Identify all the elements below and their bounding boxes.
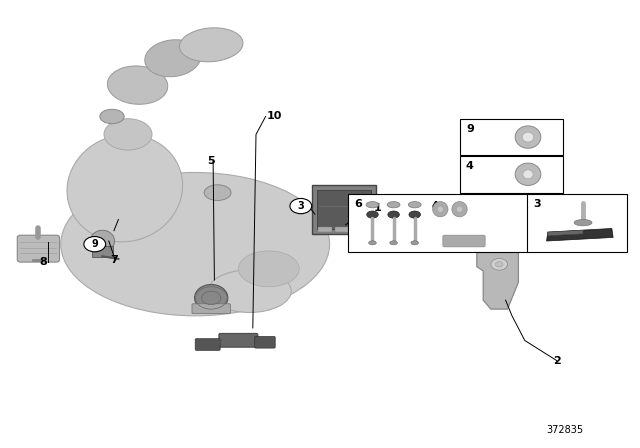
Ellipse shape bbox=[433, 202, 448, 217]
Text: 372835: 372835 bbox=[547, 426, 584, 435]
Text: 9: 9 bbox=[466, 124, 474, 134]
FancyBboxPatch shape bbox=[353, 227, 367, 232]
Ellipse shape bbox=[574, 220, 592, 226]
Text: 2: 2 bbox=[553, 356, 561, 366]
Ellipse shape bbox=[387, 202, 400, 208]
FancyBboxPatch shape bbox=[92, 246, 113, 257]
Ellipse shape bbox=[523, 170, 533, 179]
FancyBboxPatch shape bbox=[17, 235, 60, 262]
FancyBboxPatch shape bbox=[195, 339, 220, 350]
FancyBboxPatch shape bbox=[255, 336, 275, 348]
Ellipse shape bbox=[204, 185, 231, 201]
Ellipse shape bbox=[390, 241, 397, 245]
FancyBboxPatch shape bbox=[460, 119, 563, 155]
Ellipse shape bbox=[208, 270, 291, 313]
Text: 4: 4 bbox=[466, 161, 474, 171]
Ellipse shape bbox=[366, 202, 379, 208]
FancyBboxPatch shape bbox=[443, 235, 485, 247]
Ellipse shape bbox=[67, 134, 182, 242]
Text: 4: 4 bbox=[432, 201, 438, 211]
FancyBboxPatch shape bbox=[335, 227, 349, 232]
Ellipse shape bbox=[515, 126, 541, 148]
Text: 7: 7 bbox=[110, 255, 118, 265]
Ellipse shape bbox=[456, 206, 463, 212]
Ellipse shape bbox=[195, 284, 228, 311]
Ellipse shape bbox=[522, 132, 534, 142]
Circle shape bbox=[424, 198, 446, 214]
Ellipse shape bbox=[100, 109, 124, 124]
Circle shape bbox=[495, 230, 503, 236]
Text: 1: 1 bbox=[374, 203, 381, 213]
Text: 9: 9 bbox=[92, 239, 98, 249]
Polygon shape bbox=[547, 228, 613, 241]
Circle shape bbox=[495, 262, 503, 267]
Ellipse shape bbox=[108, 66, 168, 104]
Polygon shape bbox=[548, 230, 583, 236]
Circle shape bbox=[84, 237, 106, 252]
Ellipse shape bbox=[145, 40, 201, 77]
Text: 10: 10 bbox=[266, 112, 282, 121]
Circle shape bbox=[491, 227, 508, 239]
Ellipse shape bbox=[104, 119, 152, 150]
FancyBboxPatch shape bbox=[318, 227, 332, 232]
Ellipse shape bbox=[239, 251, 300, 287]
Text: 8: 8 bbox=[40, 257, 47, 267]
Ellipse shape bbox=[452, 202, 467, 217]
FancyBboxPatch shape bbox=[312, 185, 376, 234]
Circle shape bbox=[290, 198, 312, 214]
Ellipse shape bbox=[408, 202, 421, 208]
FancyBboxPatch shape bbox=[219, 333, 258, 347]
Ellipse shape bbox=[515, 163, 541, 185]
Ellipse shape bbox=[388, 211, 399, 218]
Ellipse shape bbox=[411, 241, 419, 245]
Ellipse shape bbox=[367, 211, 378, 218]
Ellipse shape bbox=[179, 28, 243, 62]
Text: 6: 6 bbox=[354, 199, 362, 209]
FancyBboxPatch shape bbox=[348, 194, 528, 252]
Text: 3: 3 bbox=[298, 201, 304, 211]
Polygon shape bbox=[477, 206, 518, 309]
Ellipse shape bbox=[61, 172, 330, 316]
FancyBboxPatch shape bbox=[317, 190, 371, 229]
Ellipse shape bbox=[90, 230, 115, 252]
FancyBboxPatch shape bbox=[527, 194, 627, 252]
Circle shape bbox=[491, 258, 508, 270]
Ellipse shape bbox=[409, 211, 420, 218]
FancyBboxPatch shape bbox=[192, 304, 230, 314]
FancyBboxPatch shape bbox=[460, 156, 563, 193]
Text: 5: 5 bbox=[207, 156, 215, 166]
Ellipse shape bbox=[437, 206, 444, 212]
Ellipse shape bbox=[369, 241, 376, 245]
Text: 3: 3 bbox=[534, 199, 541, 209]
